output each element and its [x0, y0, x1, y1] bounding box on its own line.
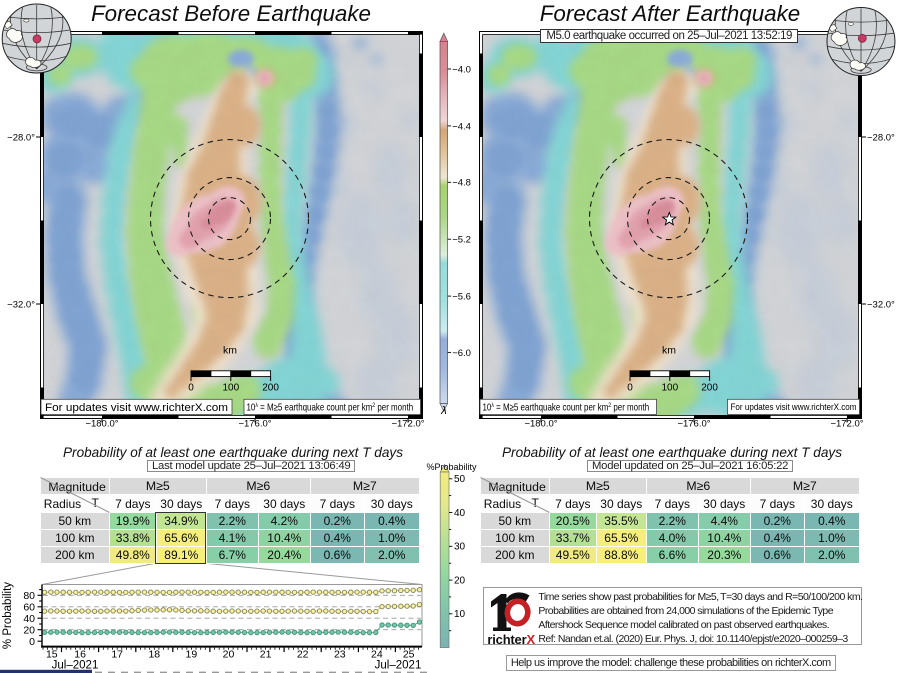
- svg-text:−4.8: −4.8: [452, 178, 471, 189]
- svg-text:−32.0°: −32.0°: [7, 299, 35, 310]
- svg-text:−28.0°: −28.0°: [867, 132, 895, 143]
- svg-text:Jul–2021: Jul–2021: [52, 660, 99, 672]
- svg-text:40: 40: [454, 508, 466, 519]
- svg-text:0: 0: [188, 383, 194, 394]
- svg-text:100: 100: [222, 383, 239, 394]
- svg-text:19: 19: [186, 649, 198, 661]
- svg-text:0: 0: [29, 636, 35, 648]
- svg-text:10λ = M≥5 earthquake count per: 10λ = M≥5 earthquake count per km2 per m…: [247, 401, 414, 412]
- svg-text:200: 200: [262, 383, 279, 394]
- svg-text:−28.0°: −28.0°: [7, 132, 35, 143]
- svg-text:% Probability: % Probability: [2, 582, 14, 649]
- svg-text:Jul–2021: Jul–2021: [375, 660, 422, 672]
- svg-text:−172.0°: −172.0°: [830, 419, 863, 430]
- svg-text:20: 20: [454, 576, 466, 587]
- svg-text:40: 40: [23, 613, 35, 625]
- svg-text:−176.0°: −176.0°: [238, 419, 271, 430]
- svg-text:−180.0°: −180.0°: [85, 419, 118, 430]
- svg-text:10λ = M≥5 earthquake count per: 10λ = M≥5 earthquake count per km2 per m…: [483, 401, 650, 412]
- svg-text:−4.0: −4.0: [452, 64, 471, 75]
- svg-text:17: 17: [111, 649, 123, 661]
- svg-text:16: 16: [74, 649, 86, 661]
- svg-text:10: 10: [454, 609, 466, 620]
- svg-text:21: 21: [260, 649, 272, 661]
- svg-text:−172.0°: −172.0°: [391, 419, 424, 430]
- svg-text:50: 50: [454, 474, 466, 485]
- svg-text:23: 23: [334, 649, 346, 661]
- svg-text:18: 18: [148, 649, 160, 661]
- svg-text:20: 20: [223, 649, 235, 661]
- svg-text:λ: λ: [440, 405, 447, 417]
- svg-text:−5.6: −5.6: [452, 292, 471, 303]
- svg-text:24: 24: [371, 649, 383, 661]
- svg-text:100: 100: [661, 383, 678, 394]
- svg-text:−6.0: −6.0: [452, 348, 471, 359]
- svg-text:20: 20: [23, 624, 35, 636]
- svg-text:30: 30: [454, 542, 466, 553]
- svg-text:15: 15: [46, 649, 58, 661]
- svg-text:80: 80: [23, 590, 35, 602]
- svg-text:0: 0: [627, 383, 633, 394]
- svg-text:200: 200: [701, 383, 718, 394]
- svg-text:For updates visit www.richterX: For updates visit www.richterX.com: [731, 402, 857, 413]
- svg-text:For updates visit www.richterX: For updates visit www.richterX.com: [45, 402, 228, 414]
- svg-text:km: km: [223, 345, 237, 357]
- svg-text:22: 22: [297, 649, 309, 661]
- svg-text:25: 25: [403, 649, 415, 661]
- svg-text:−32.0°: −32.0°: [867, 299, 895, 310]
- svg-text:−5.2: −5.2: [452, 235, 471, 246]
- svg-text:−180.0°: −180.0°: [524, 419, 557, 430]
- svg-text:−4.4: −4.4: [452, 121, 471, 132]
- svg-text:%Probability: %Probability: [427, 462, 478, 472]
- svg-text:−176.0°: −176.0°: [677, 419, 710, 430]
- svg-text:km: km: [662, 345, 676, 357]
- svg-text:60: 60: [23, 601, 35, 613]
